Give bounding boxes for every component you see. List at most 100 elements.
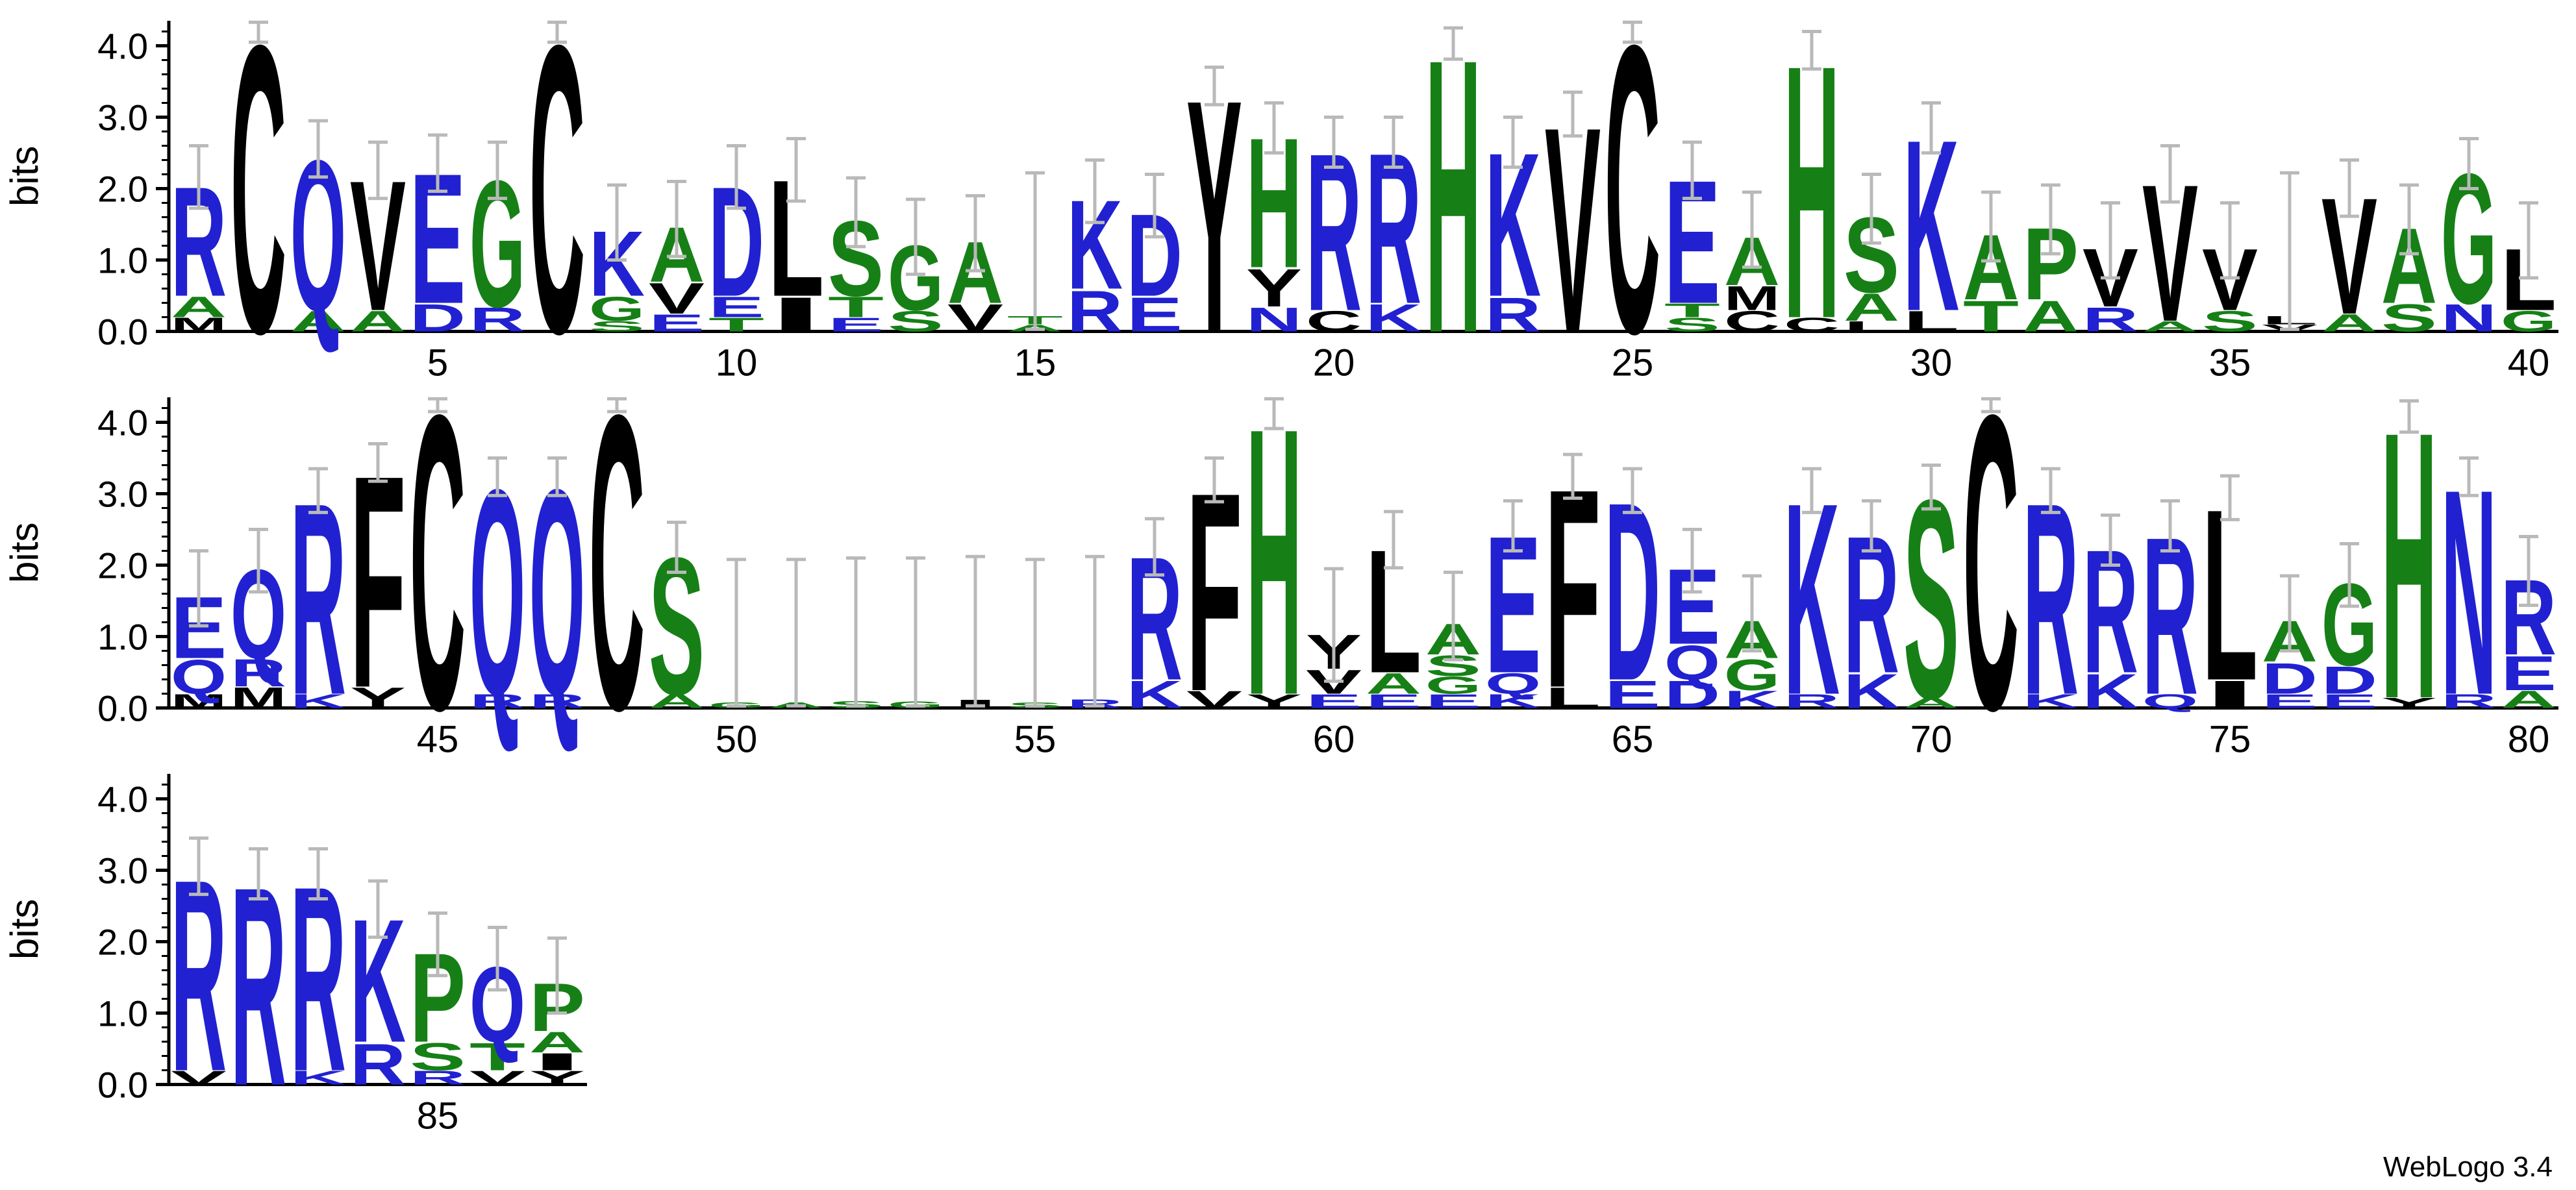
logo-letter-39-N: N [2441,296,2497,340]
logo-letter-74-Q: Q [2142,690,2198,712]
logo-letter-78-Y: Y [2381,695,2437,711]
error-bar-76 [2280,574,2299,652]
y-tick-label: 0.0 [97,688,148,729]
error-bar-56 [1085,554,1105,708]
error-bar-61 [1384,510,1403,570]
x-tick-label: 40 [2508,342,2550,384]
error-bar-47 [547,456,567,497]
logo-letter-3-A: A [290,305,346,338]
y-tick-label: 0.0 [97,1065,148,1106]
x-tick-label: 50 [716,719,758,760]
logo-letter-59-Y: Y [1246,690,1302,712]
logo-letter-85-R: R [410,1067,466,1089]
error-bar-41 [189,549,208,628]
logo-letter-71-C: C [1963,383,2019,760]
error-bar-17 [1145,173,1164,239]
logo-letter-8-G: G [589,290,645,328]
logo-letter-37-A: A [2321,310,2377,337]
logo-letter-66-D: D [1664,673,1720,716]
logo-letter-73-K: K [2082,663,2138,718]
weblogo-credit: WebLogo 3.4 [2383,1151,2553,1183]
logo-letter-60-E: E [1306,690,1362,712]
logo-letter-67-G: G [1724,651,1780,700]
logo-letter-38-S: S [2381,296,2437,340]
y-axis-title: bits [3,146,46,206]
error-bar-39 [2459,137,2479,190]
logo-letter-29-L: L [1844,318,1899,334]
error-bar-82 [249,847,268,900]
error-bar-60 [1324,567,1344,683]
error-bar-53 [906,556,925,708]
error-bar-86 [488,926,507,992]
error-bar-63 [1503,499,1523,552]
logo-letter-41-Q: Q [171,649,227,704]
y-tick-label: 4.0 [97,779,148,820]
logo-letter-78-H: H [2381,383,2437,760]
logo-letter-86-V: V [469,1067,525,1089]
error-bar-24 [1563,90,1582,138]
x-tick-label: 60 [1313,719,1355,760]
error-bar-49 [667,521,686,574]
error-bar-83 [308,847,328,900]
error-bar-8 [607,183,627,262]
x-tick-label: 30 [1910,342,1953,384]
error-bar-34 [2160,144,2180,204]
y-axis-title: bits [3,899,46,960]
error-bar-7 [547,20,567,44]
error-bar-29 [1862,173,1881,245]
error-bar-35 [2220,201,2240,280]
error-bar-33 [2101,201,2120,280]
logo-letter-75-I: I [2202,673,2258,716]
logo-letter-4-A: A [350,305,406,338]
error-bar-40 [2519,201,2538,280]
error-bar-26 [1682,140,1702,201]
logo-letter-68-R: R [1784,690,1840,712]
error-bar-20 [1324,116,1344,169]
error-bar-11 [786,137,806,203]
error-bar-72 [2041,467,2060,514]
logo-letter-16-R: R [1067,279,1123,345]
logo-letter-29-A: A [1844,286,1899,329]
error-bar-22 [1444,26,1463,61]
logo-letter-33-R: R [2082,301,2138,339]
error-bar-75 [2220,474,2240,521]
error-bar-9 [667,180,686,258]
logo-letter-8-S: S [589,318,645,334]
error-bar-69 [1862,499,1881,552]
logo-letter-64-L: L [1545,682,1601,714]
y-tick-label: 2.0 [97,545,148,586]
logo-letter-40-G: G [2501,305,2557,338]
error-bar-52 [846,556,866,708]
error-bar-68 [1802,467,1821,514]
logo-letter-34-A: A [2142,318,2198,334]
logo-letter-1-A: A [171,291,227,323]
y-tick-label: 0.0 [97,312,148,353]
x-tick-label: 45 [417,719,459,760]
logo-letter-76-E: E [2262,690,2318,712]
error-bar-80 [2519,535,2538,607]
logo-letter-10-T: T [708,314,764,336]
y-tick-label: 3.0 [97,97,148,138]
logo-letter-23-R: R [1485,287,1541,341]
error-bar-36 [2280,171,2299,331]
logo-letter-70-A: A [1903,695,1959,711]
y-tick-label: 2.0 [97,922,148,963]
logo-letter-65-E: E [1605,673,1660,716]
logo-letter-1-M: M [171,314,227,336]
y-tick-label: 1.0 [97,617,148,658]
error-bar-57 [1145,517,1164,577]
x-tick-label: 35 [2209,342,2251,384]
error-bar-77 [2340,542,2359,608]
logo-letter-12-E: E [828,314,884,336]
logo-letter-41-M: M [171,690,227,712]
x-tick-label: 5 [427,342,448,384]
error-bar-2 [249,20,268,44]
error-bar-5 [428,133,447,193]
error-bar-62 [1444,571,1463,662]
logo-letter-85-S: S [410,1035,466,1078]
error-bar-15 [1025,171,1045,331]
y-tick-label: 1.0 [97,240,148,281]
error-bar-27 [1742,190,1762,269]
error-bar-44 [368,442,388,483]
logo-letter-42-M: M [231,682,286,714]
